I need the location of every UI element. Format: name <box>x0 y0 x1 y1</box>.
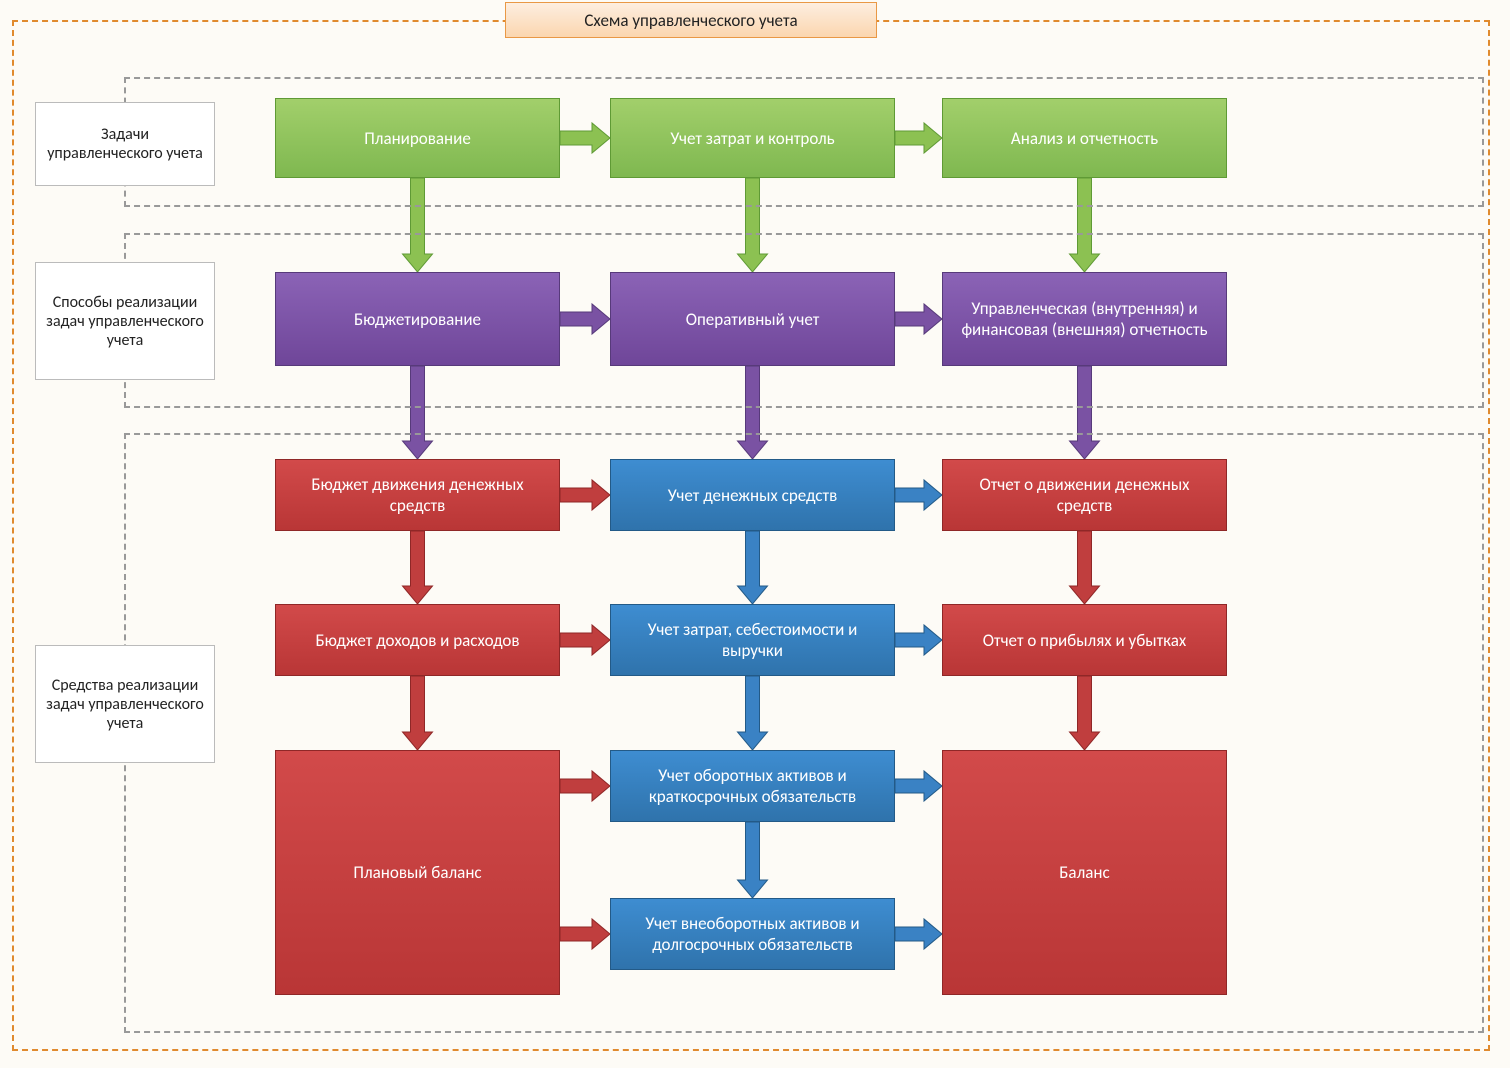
node-label: Оперативный учет <box>686 309 820 330</box>
diagram-title-text: Схема управленческого учета <box>584 10 797 31</box>
node-label: Плановый баланс <box>353 862 481 883</box>
node-label: Бюджет движения денежных средств <box>288 474 547 516</box>
node-n12: Учет затрат и контроль <box>610 98 895 178</box>
node-label: Анализ и отчетность <box>1011 128 1158 149</box>
node-label: Бюджетирование <box>354 309 481 330</box>
node-n43: Отчет о прибылях и убытках <box>942 604 1227 676</box>
node-label: Учет затрат и контроль <box>670 128 834 149</box>
row-label-text: Задачи управленческого учета <box>46 125 204 163</box>
node-label: Отчет о движении денежных средств <box>955 474 1214 516</box>
diagram-canvas: Схема управленческого учета Задачи управ… <box>0 0 1510 1068</box>
node-n22: Оперативный учет <box>610 272 895 366</box>
node-n51: Плановый баланс <box>275 750 560 995</box>
node-n23: Управленческая (внутренняя) и финансовая… <box>942 272 1227 366</box>
row-label-text: Средства реализации задач управленческог… <box>46 676 204 733</box>
node-label: Учет затрат, себестоимости и выручки <box>623 619 882 661</box>
node-n13: Анализ и отчетность <box>942 98 1227 178</box>
node-label: Учет оборотных активов и краткосрочных о… <box>623 765 882 807</box>
row-label-1: Способы реализации задач управленческого… <box>35 262 215 380</box>
node-n11: Планирование <box>275 98 560 178</box>
node-label: Управленческая (внутренняя) и финансовая… <box>955 298 1214 340</box>
row-label-2: Средства реализации задач управленческог… <box>35 645 215 763</box>
node-n42: Учет затрат, себестоимости и выручки <box>610 604 895 676</box>
node-label: Планирование <box>364 128 471 149</box>
node-n52: Учет оборотных активов и краткосрочных о… <box>610 750 895 822</box>
node-label: Учет денежных средств <box>668 485 837 506</box>
node-n62: Учет внеоборотных активов и долгосрочных… <box>610 898 895 970</box>
node-n33: Отчет о движении денежных средств <box>942 459 1227 531</box>
node-label: Баланс <box>1059 862 1109 883</box>
node-n31: Бюджет движения денежных средств <box>275 459 560 531</box>
node-n53: Баланс <box>942 750 1227 995</box>
node-n21: Бюджетирование <box>275 272 560 366</box>
row-label-0: Задачи управленческого учета <box>35 102 215 186</box>
row-label-text: Способы реализации задач управленческого… <box>46 293 204 350</box>
diagram-title: Схема управленческого учета <box>505 2 877 38</box>
node-n41: Бюджет доходов и расходов <box>275 604 560 676</box>
node-label: Бюджет доходов и расходов <box>315 630 519 651</box>
node-n32: Учет денежных средств <box>610 459 895 531</box>
node-label: Отчет о прибылях и убытках <box>983 630 1187 651</box>
node-label: Учет внеоборотных активов и долгосрочных… <box>623 913 882 955</box>
